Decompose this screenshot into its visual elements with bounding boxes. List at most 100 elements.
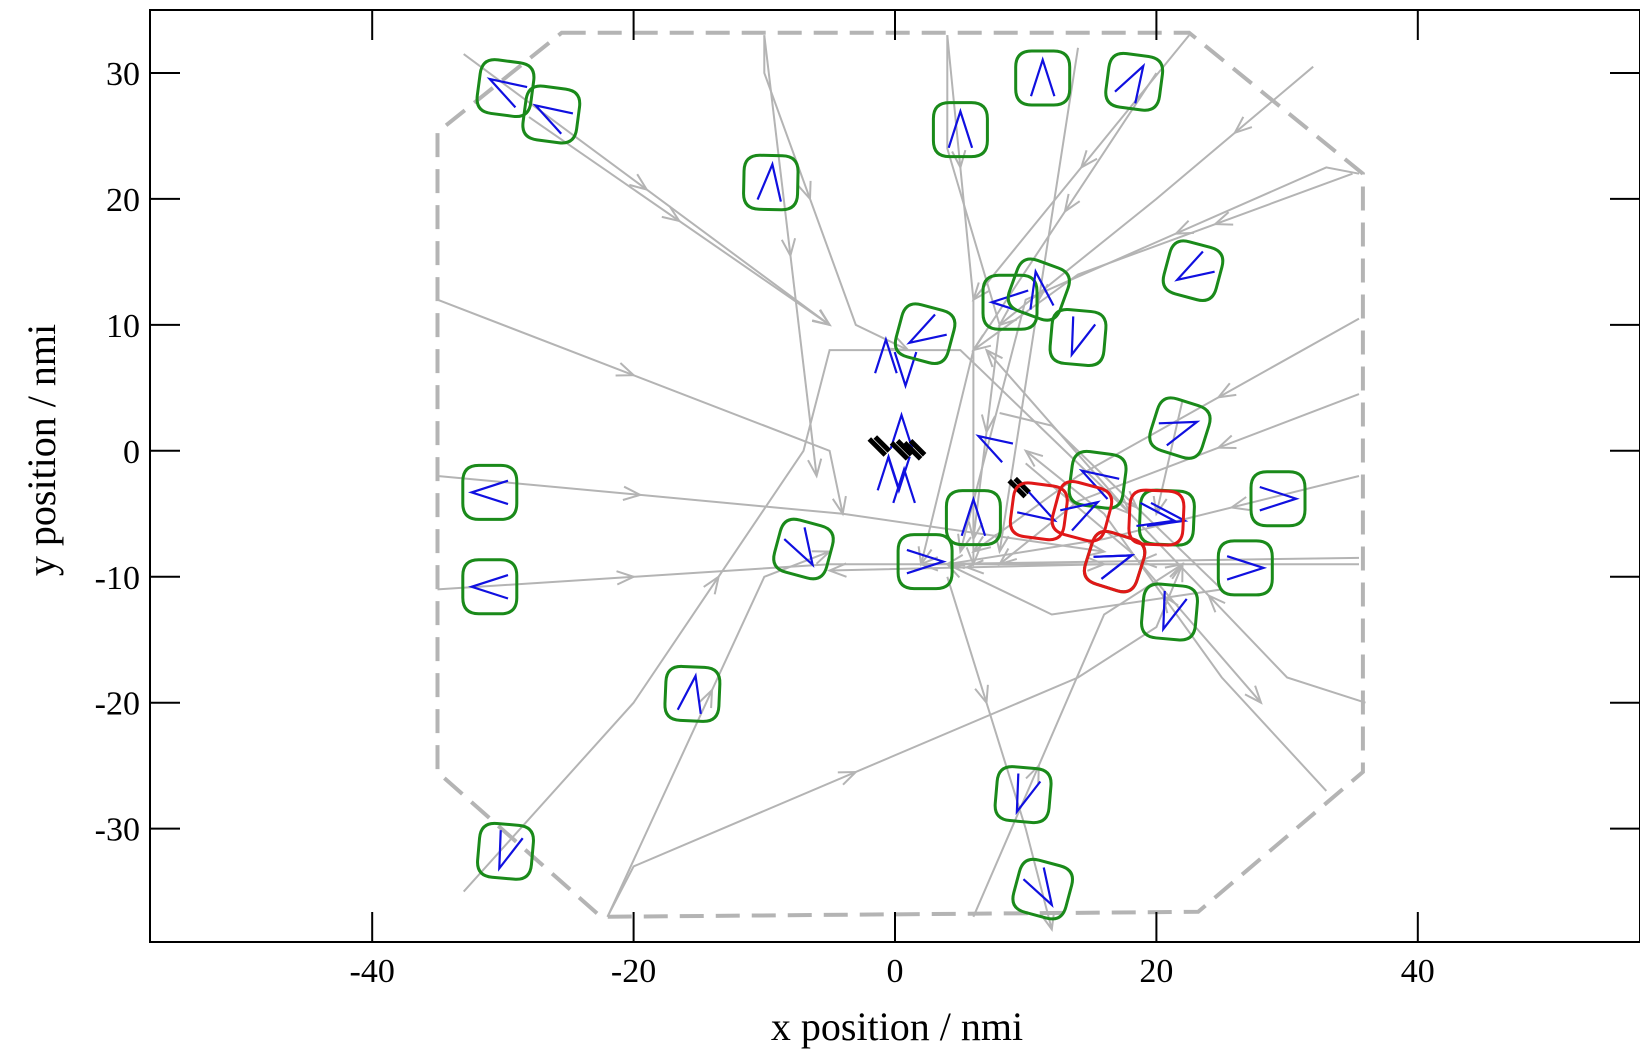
aircraft-box: [1082, 529, 1147, 594]
axis-ticks: -40 -20 0 20 40 -30 -20 -10 0 10 20 30: [95, 10, 1640, 990]
y-tick-label: 10: [106, 308, 140, 345]
heading-chevron-stroke: [756, 160, 782, 202]
heading-chevron-stroke: [889, 411, 914, 450]
x-tick-label: -20: [611, 953, 656, 990]
trajectory-arrowhead: [1244, 685, 1263, 705]
heading-chevron-stroke: [468, 479, 509, 506]
heading-chevron-stroke: [676, 672, 702, 715]
heading-chevron-stroke: [1029, 268, 1055, 310]
aircraft-conflict-marker: [1050, 480, 1114, 543]
aircraft-box: [1161, 239, 1225, 302]
aircraft-box: [896, 533, 954, 591]
aircraft-marker: [1140, 582, 1199, 642]
aircraft-heading-icon: [960, 495, 987, 537]
aircraft-marker: [1249, 470, 1307, 528]
aircraft-conflict-marker: [1008, 481, 1069, 542]
aircraft-heading-icon: [1158, 420, 1201, 447]
aircraft-marker: [1067, 449, 1128, 510]
aircraft-heading-icon: [947, 107, 974, 149]
trajectory-line: [920, 72, 1158, 565]
trajectory-midarrow: [661, 205, 682, 223]
trajectory-arrowhead: [1023, 449, 1044, 467]
aircraft-marker: [663, 664, 722, 723]
aircraft-marker: [1104, 51, 1165, 112]
aircraft-heading-icon: [1174, 250, 1215, 282]
aircraft-heading-icon: [468, 479, 509, 506]
aircraft-heading-icon: [532, 103, 574, 135]
aircraft-conflict-marker: [1127, 488, 1186, 547]
aircraft-heading-icon: [1114, 62, 1146, 104]
aircraft-heading-icon: [1022, 867, 1054, 908]
heading-chevron-stroke: [532, 103, 574, 135]
trajectory-midarrow: [1216, 382, 1237, 399]
heading-chevron-stroke: [1070, 316, 1097, 358]
highlight-mark: [889, 439, 914, 461]
trajectory-line: [972, 317, 1360, 553]
aircraft-heading-icon: [1029, 56, 1056, 97]
aircraft-box: [461, 558, 519, 616]
trajectory-line: [437, 475, 1105, 553]
y-tick-label: -30: [95, 812, 140, 849]
heading-chevron-stroke: [1016, 491, 1058, 523]
heading-chevron-stroke: [1162, 590, 1188, 633]
aircraft-marker: [742, 153, 800, 212]
aircraft-box: [1014, 49, 1072, 107]
trajectory-midarrow: [1137, 553, 1158, 569]
aircraft-heading-icon: [756, 160, 782, 202]
trajectory-arrowhead: [997, 308, 1018, 327]
y-axis-label: y position / nmi: [19, 324, 64, 576]
trajectory-arrowhead: [807, 458, 823, 479]
aircraft-box: [521, 84, 582, 145]
trajectory-arrowhead: [826, 562, 847, 578]
aircraft-box: [1127, 488, 1186, 547]
y-tick-label: 20: [106, 182, 140, 219]
aircraft-marker: [893, 302, 957, 365]
heading-chevron-stroke: [1029, 56, 1056, 97]
aircraft-markers: [461, 49, 1307, 921]
heading-chevron-stroke: [893, 351, 918, 390]
heading-mark: [874, 336, 898, 374]
aircraft-box: [893, 302, 957, 365]
heading-chevron-stroke: [1226, 555, 1268, 581]
trajectory-midarrow: [1079, 150, 1098, 170]
trajectory-line: [462, 349, 1131, 893]
aircraft-marker: [1148, 396, 1212, 460]
trajectory-midarrow: [1206, 593, 1226, 613]
trajectory-arrowhead: [1087, 556, 1107, 572]
airspace-boundary: [435, 30, 1365, 919]
heading-chevron-stroke: [486, 77, 528, 109]
trajectory-midarrow: [703, 574, 721, 595]
aircraft-box: [476, 821, 535, 881]
trajectory-line: [998, 393, 1360, 565]
heading-chevron-stroke: [906, 548, 947, 575]
aircraft-box: [1216, 539, 1274, 597]
aircraft-conflict-marker: [1082, 529, 1147, 594]
aircraft-heading-icon: [468, 574, 509, 600]
aircraft-heading-icon: [1136, 501, 1178, 528]
x-tick-label: 20: [1139, 953, 1173, 990]
heading-mark: [893, 351, 918, 390]
aircraft-heading-icon: [1162, 590, 1188, 633]
aircraft-heading-icon: [1070, 316, 1097, 358]
highlight-mark-stroke: [902, 439, 927, 461]
heading-mark: [892, 465, 916, 504]
aircraft-box: [1249, 470, 1307, 528]
aircraft-marker: [1161, 239, 1225, 302]
aircraft-box: [1050, 480, 1114, 543]
aircraft-heading-icon: [1226, 555, 1268, 581]
trajectory-midarrow: [974, 684, 989, 706]
trajectory-line: [437, 563, 1105, 591]
heading-chevron-stroke: [1114, 62, 1146, 104]
aircraft-marker: [521, 84, 582, 145]
y-tick-label: 30: [106, 56, 140, 93]
trajectory-line: [972, 172, 1353, 351]
aircraft-heading-icon: [1016, 491, 1058, 523]
heading-chevron-stroke: [1022, 867, 1054, 908]
trajectory-arrowhead: [1152, 495, 1168, 517]
y-tick-label: -10: [95, 560, 140, 597]
aircraft-marker: [1014, 49, 1072, 107]
aircraft-marker: [931, 101, 989, 159]
trajectory-midarrow: [780, 237, 797, 259]
trajectory-midarrow: [1228, 496, 1250, 511]
boundary-polygon: [435, 30, 1365, 919]
